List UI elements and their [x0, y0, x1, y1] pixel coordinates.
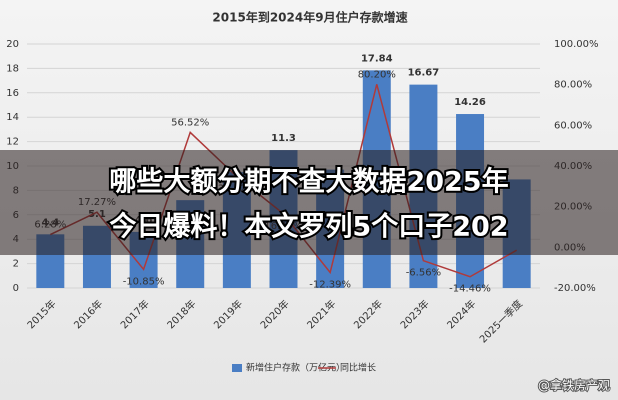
- y-tick-label: 12: [6, 137, 19, 148]
- y-tick-label: 16: [6, 88, 19, 99]
- data-label: -14.46%: [449, 284, 491, 295]
- y-tick-label: 0: [13, 283, 19, 294]
- data-label: -10.85%: [123, 276, 165, 287]
- data-label: 14.26: [454, 97, 486, 108]
- legend-swatch: [232, 364, 242, 372]
- data-label: 11.3: [271, 133, 296, 144]
- y2-tick-label: 100.00%: [554, 39, 599, 50]
- chart-title: 2015年到2024年9月住户存款增速: [212, 10, 407, 25]
- y2-tick-label: 60.00%: [554, 120, 592, 131]
- y2-tick-label: -20.00%: [554, 283, 596, 294]
- data-label: 80.20%: [358, 69, 396, 80]
- data-label: -12.39%: [309, 280, 351, 291]
- overlay-text: 哪些大额分期不查大数据2025年: [109, 166, 508, 198]
- legend-label: 新增住户存款（万亿元）: [246, 362, 345, 374]
- legend-label: 同比增长: [340, 362, 376, 374]
- y-tick-label: 14: [6, 112, 19, 123]
- y2-tick-label: 80.00%: [554, 80, 592, 91]
- data-label: 17.84: [361, 53, 393, 64]
- y-tick-label: 18: [6, 63, 19, 74]
- watermark: @拿铁房产观: [538, 378, 610, 393]
- y-tick-label: 2: [13, 259, 19, 270]
- data-label: -6.56%: [406, 268, 441, 279]
- y-tick-label: 20: [6, 39, 19, 50]
- overlay-band: [0, 150, 618, 255]
- data-label: 16.67: [408, 68, 440, 79]
- overlay-text: 今日爆料！本文罗列5个口子202: [109, 211, 508, 243]
- data-label: 56.52%: [171, 117, 209, 128]
